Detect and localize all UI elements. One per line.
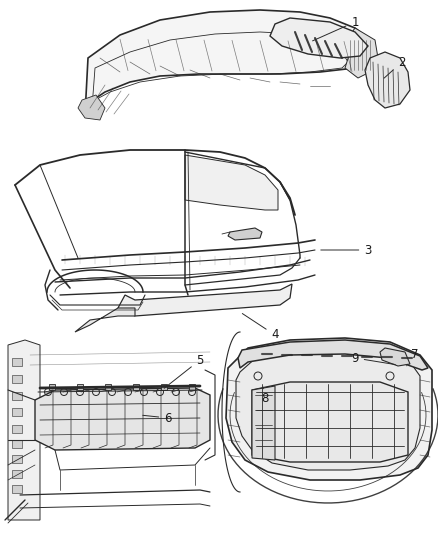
Polygon shape (12, 455, 22, 463)
Text: 2: 2 (384, 55, 406, 78)
Polygon shape (12, 485, 22, 493)
Polygon shape (185, 155, 278, 210)
Polygon shape (49, 384, 55, 390)
Polygon shape (12, 375, 22, 383)
Polygon shape (8, 340, 40, 520)
Polygon shape (12, 408, 22, 416)
Polygon shape (105, 384, 111, 390)
Polygon shape (118, 284, 292, 316)
Text: 6: 6 (143, 411, 172, 424)
Text: 5: 5 (164, 353, 204, 388)
Polygon shape (12, 440, 22, 448)
Polygon shape (85, 10, 375, 115)
Polygon shape (189, 384, 195, 390)
Polygon shape (35, 388, 210, 450)
Polygon shape (12, 425, 22, 433)
Text: 9: 9 (351, 351, 395, 365)
Polygon shape (133, 384, 139, 390)
Polygon shape (78, 95, 105, 120)
Polygon shape (228, 228, 262, 240)
Polygon shape (161, 384, 167, 390)
Polygon shape (226, 338, 432, 480)
Polygon shape (12, 392, 22, 400)
Polygon shape (12, 470, 22, 478)
Polygon shape (75, 308, 135, 332)
Polygon shape (345, 28, 378, 78)
Polygon shape (365, 52, 410, 108)
Polygon shape (77, 384, 83, 390)
Polygon shape (380, 348, 410, 366)
Text: 3: 3 (321, 244, 372, 256)
Polygon shape (12, 358, 22, 366)
Text: 7: 7 (407, 349, 419, 366)
Text: 1: 1 (313, 15, 359, 41)
Polygon shape (236, 346, 420, 470)
Text: 8: 8 (261, 387, 268, 405)
Polygon shape (252, 386, 275, 460)
Text: 4: 4 (242, 313, 279, 342)
Polygon shape (238, 340, 428, 370)
Polygon shape (252, 382, 408, 462)
Polygon shape (270, 18, 368, 58)
